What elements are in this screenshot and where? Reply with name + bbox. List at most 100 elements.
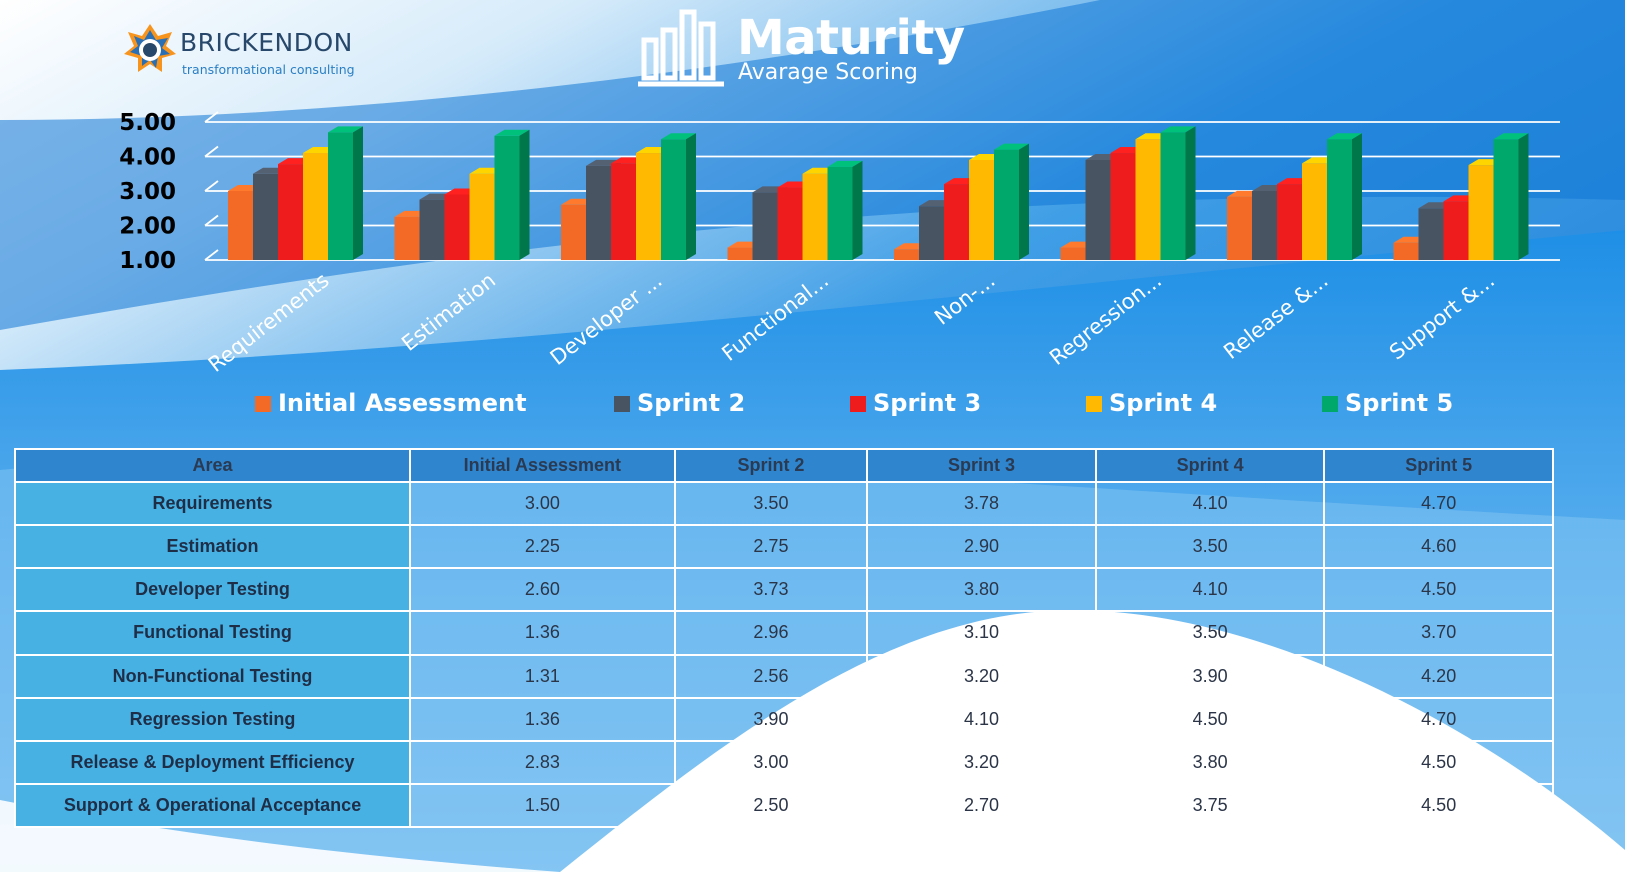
table-row: Estimation 2.25 2.75 2.90 3.50 4.60 bbox=[13, 524, 1554, 570]
score-cell: 2.50 bbox=[673, 782, 869, 829]
legend-item: Sprint 2 bbox=[614, 389, 745, 417]
bar bbox=[661, 133, 696, 260]
score-cell: 3.78 bbox=[866, 480, 1097, 527]
gridline-depth bbox=[204, 249, 219, 261]
table-row: Regression Testing 1.36 3.90 4.10 4.50 4.70 bbox=[13, 696, 1554, 742]
logo-emblem-icon bbox=[124, 24, 176, 72]
score-cell: 2.56 bbox=[673, 653, 869, 699]
legend-label: Sprint 4 bbox=[1109, 389, 1217, 417]
score-cell: 2.25 bbox=[409, 524, 676, 570]
gridline-depth bbox=[204, 111, 219, 123]
score-cell: 3.00 bbox=[673, 739, 869, 785]
gridline-depth bbox=[204, 180, 219, 192]
page-subtitle: Avarage Scoring bbox=[738, 60, 918, 85]
x-tick-label: Developer ... bbox=[546, 268, 667, 370]
score-cell: 4.10 bbox=[1094, 567, 1326, 613]
score-cell: 3.80 bbox=[866, 567, 1097, 613]
score-cell: 3.20 bbox=[866, 653, 1097, 699]
score-cell: 3.50 bbox=[1094, 524, 1326, 570]
score-cell: 1.50 bbox=[409, 782, 676, 829]
score-cell: 4.70 bbox=[1323, 480, 1554, 527]
legend-label: Sprint 2 bbox=[637, 389, 745, 417]
column-header: Area bbox=[13, 448, 412, 483]
score-cell: 2.83 bbox=[409, 739, 676, 785]
bar bbox=[1327, 133, 1362, 260]
brand-logo: BRICKENDON transformational consulting bbox=[118, 18, 358, 82]
score-cell: 3.50 bbox=[673, 480, 869, 527]
bar bbox=[1160, 126, 1196, 260]
column-header: Sprint 5 bbox=[1323, 448, 1554, 483]
table-row: Functional Testing 1.36 2.96 3.10 3.50 3.70 bbox=[13, 610, 1554, 656]
score-cell: 2.90 bbox=[866, 524, 1097, 570]
score-cell: 3.90 bbox=[1094, 653, 1326, 699]
y-tick-label: 3.00 bbox=[119, 179, 176, 205]
x-tick-label: Requirements bbox=[204, 268, 334, 377]
column-header: Sprint 4 bbox=[1094, 448, 1326, 483]
legend-item: Sprint 3 bbox=[850, 389, 981, 417]
score-cell: 3.10 bbox=[866, 610, 1097, 656]
chart-legend: Initial Assessment Sprint 2 Sprint 3 Sprint… bbox=[255, 389, 1453, 417]
score-cell: 1.31 bbox=[409, 653, 676, 699]
score-cell: 2.75 bbox=[673, 524, 869, 570]
area-cell: Requirements bbox=[13, 480, 412, 527]
score-cell: 4.10 bbox=[1094, 480, 1326, 527]
table-row: Non-Functional Testing 1.31 2.56 3.20 3.90 4.… bbox=[13, 653, 1554, 699]
x-axis-ticks: Requirements Estimation Developer ... Funct… bbox=[204, 268, 1499, 377]
table-body: Requirements 3.00 3.50 3.78 4.10 4.70 Estimati… bbox=[13, 480, 1554, 829]
gridline-depth bbox=[204, 214, 219, 227]
x-tick-label: Non-... bbox=[930, 268, 1000, 330]
score-cell: 3.00 bbox=[409, 480, 676, 527]
score-cell: 3.50 bbox=[1094, 610, 1326, 656]
logo-tagline: transformational consulting bbox=[182, 62, 355, 77]
column-header: Sprint 2 bbox=[673, 448, 869, 483]
score-cell: 4.50 bbox=[1094, 696, 1326, 742]
score-cell: 4.70 bbox=[1323, 696, 1554, 742]
table-row: Developer Testing 2.60 3.73 3.80 4.10 4.50 bbox=[13, 567, 1554, 613]
score-cell: 3.80 bbox=[1094, 739, 1326, 785]
legend-item: Initial Assessment bbox=[255, 389, 527, 417]
area-cell: Functional Testing bbox=[13, 610, 412, 656]
score-cell: 4.50 bbox=[1323, 782, 1554, 829]
table-row: Requirements 3.00 3.50 3.78 4.10 4.70 bbox=[13, 480, 1554, 527]
logo-name: BRICKENDON bbox=[180, 28, 353, 57]
score-cell: 2.60 bbox=[409, 567, 676, 613]
score-cell: 1.36 bbox=[409, 696, 676, 742]
bar bbox=[494, 129, 530, 260]
y-tick-label: 1.00 bbox=[119, 248, 176, 274]
x-tick-label: Regression... bbox=[1045, 268, 1166, 370]
maturity-bar-chart: 1.00 2.00 3.00 4.00 5.00 Requirements Estimat… bbox=[119, 110, 1560, 417]
score-cell: 4.50 bbox=[1323, 739, 1554, 785]
page-title: Maturity bbox=[737, 10, 965, 66]
x-tick-label: Support &... bbox=[1385, 268, 1499, 365]
bar bbox=[328, 126, 363, 260]
legend-swatch bbox=[255, 396, 271, 412]
legend-label: Initial Assessment bbox=[278, 389, 527, 417]
table-row: Release & Deployment Efficiency 2.83 3.00 3… bbox=[13, 739, 1554, 785]
x-tick-label: Estimation bbox=[397, 268, 500, 356]
bar-chart-icon bbox=[638, 9, 724, 87]
gridline-depth bbox=[204, 145, 219, 158]
legend-swatch bbox=[1322, 396, 1338, 412]
legend-swatch bbox=[614, 396, 630, 412]
score-cell: 1.36 bbox=[409, 610, 676, 656]
column-header: Sprint 3 bbox=[866, 448, 1097, 483]
score-cell: 4.50 bbox=[1323, 567, 1554, 613]
x-tick-label: Functional... bbox=[717, 268, 833, 366]
area-cell: Non-Functional Testing bbox=[13, 653, 412, 699]
area-cell: Support & Operational Acceptance bbox=[13, 782, 412, 829]
table-header-row: Area Initial Assessment Sprint 2 Sprint 3 Sp… bbox=[13, 448, 1554, 483]
table-row: Support & Operational Acceptance 1.50 2.50… bbox=[13, 782, 1554, 829]
score-cell: 3.20 bbox=[866, 739, 1097, 785]
score-cell: 3.75 bbox=[1094, 782, 1326, 829]
score-cell: 3.70 bbox=[1323, 610, 1554, 656]
x-tick-label: Release &... bbox=[1219, 268, 1332, 364]
score-cell: 4.10 bbox=[866, 696, 1097, 742]
bar bbox=[994, 143, 1029, 260]
area-cell: Regression Testing bbox=[13, 696, 412, 742]
y-tick-label: 4.00 bbox=[119, 145, 176, 171]
score-cell: 4.60 bbox=[1323, 524, 1554, 570]
legend-label: Sprint 5 bbox=[1345, 389, 1453, 417]
bar bbox=[827, 160, 863, 260]
score-cell: 2.96 bbox=[673, 610, 869, 656]
legend-item: Sprint 4 bbox=[1086, 389, 1217, 417]
